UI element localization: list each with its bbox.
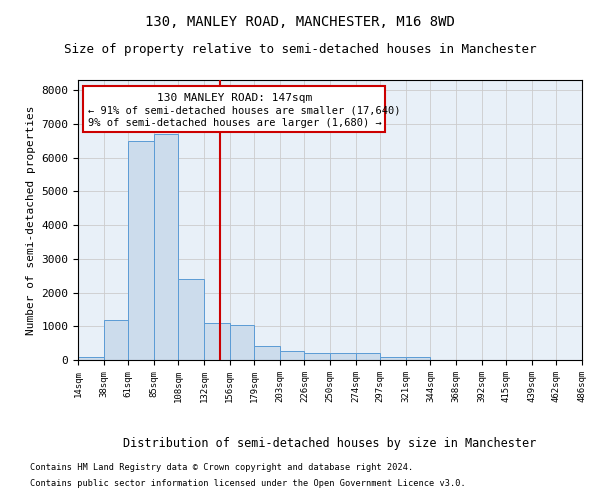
FancyBboxPatch shape — [83, 86, 385, 132]
Bar — [406, 356, 430, 360]
Y-axis label: Number of semi-detached properties: Number of semi-detached properties — [26, 106, 36, 335]
Bar — [304, 354, 330, 360]
Text: Contains HM Land Registry data © Crown copyright and database right 2024.: Contains HM Land Registry data © Crown c… — [30, 464, 413, 472]
Text: ← 91% of semi-detached houses are smaller (17,640): ← 91% of semi-detached houses are smalle… — [88, 105, 401, 115]
Bar — [178, 279, 204, 360]
Text: Distribution of semi-detached houses by size in Manchester: Distribution of semi-detached houses by … — [124, 438, 536, 450]
Bar — [380, 356, 406, 360]
Text: Contains public sector information licensed under the Open Government Licence v3: Contains public sector information licen… — [30, 478, 466, 488]
Bar — [128, 140, 154, 360]
Bar — [204, 323, 230, 360]
Bar — [230, 324, 254, 360]
Bar — [356, 354, 380, 360]
Text: 9% of semi-detached houses are larger (1,680) →: 9% of semi-detached houses are larger (1… — [88, 118, 382, 128]
Bar — [78, 356, 104, 360]
Bar — [330, 354, 356, 360]
Text: Size of property relative to semi-detached houses in Manchester: Size of property relative to semi-detach… — [64, 42, 536, 56]
Bar — [154, 134, 178, 360]
Bar — [280, 350, 304, 360]
Text: 130 MANLEY ROAD: 147sqm: 130 MANLEY ROAD: 147sqm — [157, 92, 312, 102]
Bar — [254, 346, 280, 360]
Bar — [104, 320, 128, 360]
Text: 130, MANLEY ROAD, MANCHESTER, M16 8WD: 130, MANLEY ROAD, MANCHESTER, M16 8WD — [145, 15, 455, 29]
